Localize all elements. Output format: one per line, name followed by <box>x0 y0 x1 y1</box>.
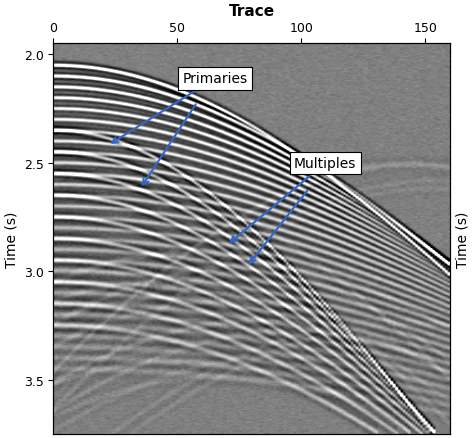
Y-axis label: Time (s): Time (s) <box>456 211 470 267</box>
Text: Primaries: Primaries <box>112 72 247 143</box>
X-axis label: Trace: Trace <box>229 4 275 19</box>
Y-axis label: Time (s): Time (s) <box>4 211 18 267</box>
Text: Multiples: Multiples <box>231 157 356 242</box>
